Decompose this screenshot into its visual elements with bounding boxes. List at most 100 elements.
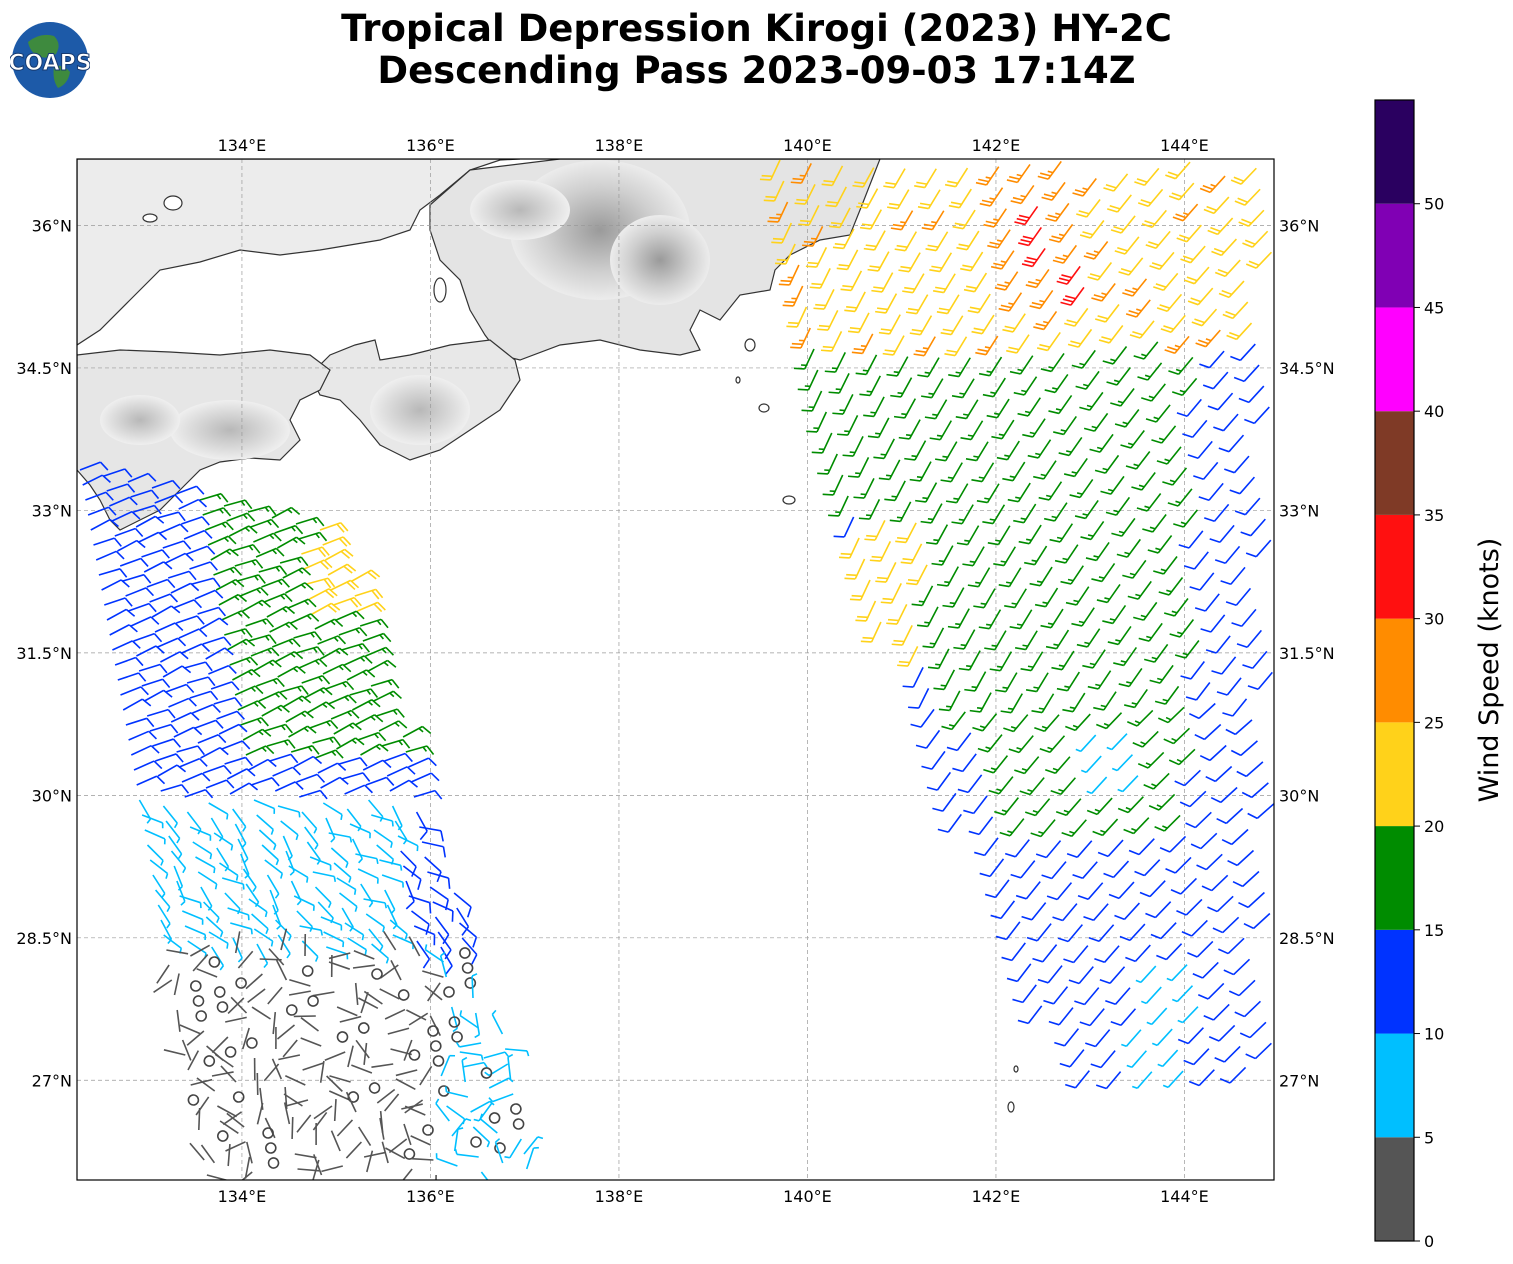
wind-barb — [438, 1085, 450, 1097]
wind-barb — [261, 578, 290, 588]
wind-barb — [307, 995, 319, 1007]
wind-barb — [280, 928, 288, 951]
wind-barb — [314, 749, 344, 759]
wind-barb — [234, 823, 247, 849]
wind-barb — [971, 314, 995, 335]
colorbar-bin — [1375, 1033, 1414, 1138]
wind-barb — [351, 1064, 373, 1074]
wind-barb — [925, 231, 949, 252]
wind-barb — [1129, 320, 1155, 339]
wind-barb — [973, 588, 996, 609]
wind-barb — [938, 690, 961, 712]
wind-barb — [280, 820, 299, 841]
wind-barb — [1076, 199, 1101, 218]
wind-barb — [832, 393, 854, 415]
wind-barb — [322, 802, 343, 821]
wind-barb — [219, 862, 239, 881]
wind-barb — [875, 561, 897, 583]
wind-barb — [144, 829, 166, 845]
wind-barb — [335, 610, 365, 621]
wind-barb — [1071, 349, 1096, 369]
wind-barb — [181, 643, 211, 654]
wind-barb — [917, 606, 939, 628]
wind-barb — [972, 713, 998, 732]
wind-barb — [144, 689, 173, 702]
wind-barb — [1041, 181, 1066, 201]
wind-barb — [141, 814, 164, 829]
wind-barb — [951, 378, 975, 399]
wind-barb — [853, 477, 875, 499]
colorbar-bin — [1375, 1137, 1414, 1241]
wind-barb — [443, 986, 455, 998]
wind-barb — [218, 593, 248, 606]
wind-barb — [1057, 924, 1083, 943]
wind-barb — [333, 862, 352, 883]
wind-barb — [1211, 238, 1237, 257]
wind-barb — [229, 782, 259, 795]
wind-barb — [1060, 286, 1085, 306]
wind-barb — [385, 1147, 406, 1160]
wind-barb — [133, 632, 163, 643]
wind-barb — [427, 871, 451, 889]
colorbar-tick-label: 25 — [1424, 713, 1444, 732]
wind-barb — [1080, 520, 1105, 541]
wind-barb — [824, 351, 846, 373]
wind-barb — [211, 1071, 234, 1077]
wind-barb — [1141, 209, 1167, 229]
colorbar-tick-label: 20 — [1424, 817, 1444, 836]
wind-barb — [255, 547, 285, 558]
wind-barb — [505, 1048, 530, 1057]
wind-barb — [344, 922, 365, 941]
wind-barb — [1061, 819, 1087, 838]
wind-barb — [191, 577, 221, 588]
wind-barb — [902, 273, 925, 294]
wind-barb — [275, 959, 288, 981]
wind-barb — [250, 647, 280, 657]
wind-barb — [389, 919, 408, 940]
wind-barb — [771, 222, 793, 244]
lon-labels-top: 134°E 136°E 138°E 140°E 142°E 144°E — [218, 136, 1209, 155]
wind-barb — [1162, 1070, 1184, 1089]
lat-label: 36°N — [1279, 216, 1319, 235]
wind-barb — [956, 230, 980, 251]
wind-barb — [173, 973, 180, 996]
wind-barb — [319, 647, 349, 660]
wind-barb — [1190, 832, 1218, 850]
wind-barb — [863, 230, 886, 251]
wind-barb — [322, 663, 352, 675]
wind-barb — [1117, 775, 1139, 793]
wind-barb — [186, 811, 202, 835]
wind-barb — [996, 440, 1020, 461]
wind-barb — [825, 186, 847, 208]
wind-barb — [306, 701, 336, 714]
wind-barb — [109, 496, 138, 507]
wind-barb — [218, 723, 248, 735]
wind-barb — [168, 835, 183, 859]
wind-barb — [1198, 482, 1224, 502]
lon-label: 138°E — [595, 136, 644, 155]
wind-barb — [902, 666, 924, 688]
wind-barb — [111, 510, 141, 522]
wind-barb — [1227, 849, 1255, 867]
wind-barb — [402, 725, 432, 738]
wind-barb — [1053, 415, 1077, 436]
wind-barb — [1141, 986, 1162, 1005]
wind-barb — [1096, 712, 1123, 730]
wind-barb — [389, 779, 418, 792]
wind-barb — [995, 921, 1021, 941]
wind-barb — [117, 672, 147, 682]
wind-barb — [157, 637, 187, 648]
wind-barb — [378, 720, 408, 732]
map-plot-area — [77, 159, 1274, 1180]
wind-barb — [884, 480, 906, 502]
wind-barb — [195, 856, 216, 874]
wind-barb — [288, 990, 311, 996]
wind-barb — [969, 692, 992, 713]
wind-barb — [1239, 1021, 1267, 1039]
wind-barb — [347, 937, 368, 956]
wind-barb — [194, 719, 224, 729]
wind-barb — [1184, 266, 1210, 285]
wind-barb — [234, 931, 241, 954]
wind-barb — [427, 982, 441, 1002]
wind-barb — [963, 272, 988, 293]
